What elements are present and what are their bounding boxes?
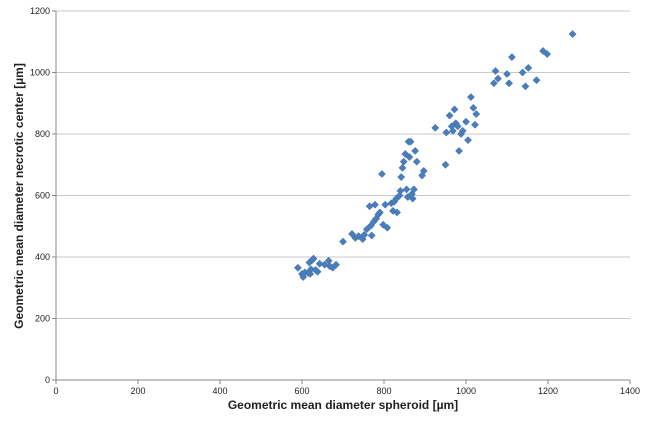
data-point-marker [402,185,411,194]
data-point-marker [419,166,428,175]
x-tick-label: 1400 [620,386,640,396]
data-point-marker [455,146,463,155]
data-point-marker [362,225,371,234]
y-tick-label: 0 [45,375,50,385]
data-point-marker [412,157,421,166]
data-point-marker [381,200,390,209]
x-tick-label: 800 [376,386,391,396]
y-tick-label: 800 [35,129,50,139]
axes [52,10,631,384]
data-point-marker [375,208,384,217]
data-point-marker [389,206,397,215]
data-point-marker [399,157,408,166]
data-point-marker [453,122,462,131]
data-point-marker [494,74,502,83]
data-point-marker [397,173,406,182]
data-point-marker [471,120,479,129]
x-tick-label: 1200 [538,386,558,396]
data-point-marker [309,254,318,263]
data-point-marker [442,128,451,137]
data-point-marker [371,200,379,209]
data-point-marker [445,111,454,120]
data-point-marker [441,160,450,169]
data-point-marker [396,186,405,195]
data-point-marker [450,105,459,114]
data-point-marker [489,79,498,88]
data-point-marker [462,117,470,126]
y-tick-label: 400 [35,252,50,262]
data-point-marker [448,126,457,135]
y-tick-label: 1000 [30,68,50,78]
data-point-marker [293,263,302,272]
data-point-marker [518,68,527,77]
data-point-marker [469,103,478,112]
data-point-marker [339,237,347,246]
y-tick-label: 1200 [30,6,50,16]
data-points [293,30,577,281]
x-tick-label: 200 [130,386,145,396]
data-point-marker [472,110,481,118]
data-point-marker [568,30,577,39]
data-point-marker [409,185,418,194]
data-point-marker [503,70,511,78]
data-point-marker [524,63,533,72]
data-point-marker [466,93,475,102]
data-point-marker [543,50,552,59]
gridlines [56,10,630,319]
x-tick-label: 1000 [456,386,476,396]
data-point-marker [532,76,541,85]
data-point-marker [464,136,473,145]
data-point-marker [332,260,340,269]
data-point-marker [507,53,516,62]
x-tick-label: 0 [53,386,58,396]
x-tick-label: 400 [212,386,227,396]
data-point-marker [315,259,324,268]
data-point-marker [393,208,402,217]
y-axis-title: Geometric mean diameter necrotic center … [12,63,26,329]
x-tick-label: 600 [294,386,309,396]
data-point-marker [405,153,414,162]
data-point-marker [431,123,440,132]
data-point-marker [491,67,500,75]
data-point-marker [521,82,530,91]
x-axis-title: Geometric mean diameter spheroid [µm] [228,398,458,412]
data-point-marker [367,231,376,240]
data-point-marker [458,126,467,135]
data-point-marker [539,47,548,55]
y-tick-label: 600 [35,191,50,201]
data-point-marker [505,79,514,88]
data-point-marker [408,194,417,203]
tick-labels: 0 200 400 600 800 1000 1200 0 200 400 600 800 1000 12… [30,6,640,396]
data-point-marker [383,223,392,232]
y-tick-label: 200 [35,314,50,324]
data-point-marker [379,220,388,229]
data-point-marker [360,230,369,239]
data-point-marker [313,267,322,276]
data-point-marker [398,163,407,172]
data-point-marker [411,146,420,155]
data-point-marker [395,191,404,200]
data-point-marker [377,170,386,178]
data-point-marker [320,260,329,269]
data-point-marker [406,137,415,146]
